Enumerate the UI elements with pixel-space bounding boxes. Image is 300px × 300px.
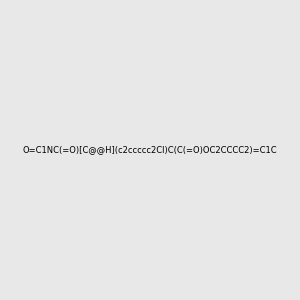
Text: O=C1NC(=O)[C@@H](c2ccccc2Cl)C(C(=O)OC2CCCC2)=C1C: O=C1NC(=O)[C@@H](c2ccccc2Cl)C(C(=O)OC2CC…: [23, 146, 277, 154]
